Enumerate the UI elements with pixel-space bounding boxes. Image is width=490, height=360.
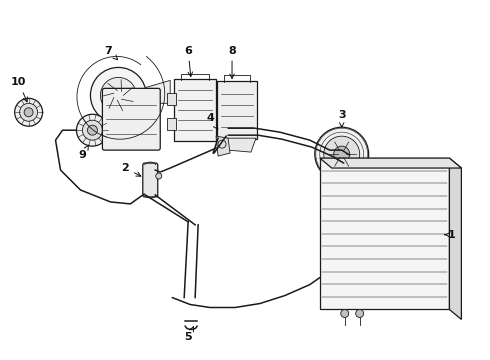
FancyBboxPatch shape [217, 81, 257, 139]
FancyBboxPatch shape [174, 80, 216, 141]
Bar [167, 118, 176, 130]
Polygon shape [320, 158, 462, 168]
Circle shape [334, 146, 350, 162]
Circle shape [76, 114, 108, 146]
FancyBboxPatch shape [102, 88, 160, 150]
Circle shape [156, 173, 162, 179]
Bar [89, 123, 148, 135]
Circle shape [24, 108, 33, 117]
Circle shape [341, 310, 349, 318]
Text: 9: 9 [78, 145, 89, 160]
Circle shape [356, 310, 364, 318]
Circle shape [87, 125, 98, 135]
Text: 6: 6 [184, 45, 193, 77]
FancyBboxPatch shape [143, 163, 158, 197]
Circle shape [324, 136, 360, 172]
Circle shape [82, 120, 102, 140]
Text: 10: 10 [11, 77, 27, 102]
Circle shape [20, 103, 38, 121]
Text: 5: 5 [184, 327, 194, 342]
Polygon shape [449, 158, 462, 319]
Circle shape [91, 67, 147, 123]
Text: 1: 1 [445, 230, 455, 240]
Circle shape [315, 127, 368, 181]
Polygon shape [216, 136, 230, 156]
Polygon shape [218, 138, 256, 152]
Text: 4: 4 [206, 113, 218, 129]
Text: 8: 8 [228, 45, 236, 78]
Polygon shape [320, 158, 449, 310]
Circle shape [100, 77, 136, 113]
Text: 7: 7 [104, 45, 118, 60]
Bar [167, 93, 176, 105]
Text: 3: 3 [338, 110, 345, 127]
Polygon shape [147, 80, 170, 103]
Text: 2: 2 [122, 163, 141, 176]
Circle shape [15, 98, 43, 126]
